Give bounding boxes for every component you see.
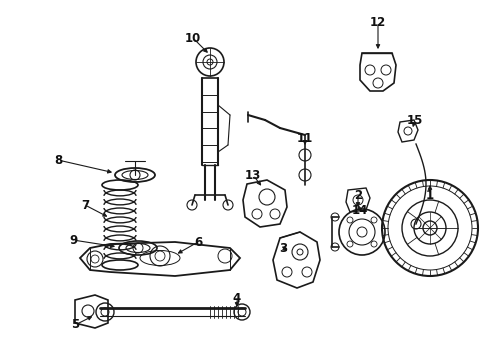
- Text: 7: 7: [81, 198, 89, 212]
- Text: 13: 13: [245, 168, 261, 181]
- Text: 14: 14: [352, 203, 368, 216]
- Text: 10: 10: [185, 32, 201, 45]
- Text: 11: 11: [297, 131, 313, 144]
- Text: 8: 8: [54, 153, 62, 166]
- Text: 9: 9: [69, 234, 77, 247]
- Text: 6: 6: [194, 235, 202, 248]
- Text: 5: 5: [71, 319, 79, 332]
- Text: 15: 15: [407, 113, 423, 126]
- Text: 4: 4: [233, 292, 241, 305]
- Text: 12: 12: [370, 15, 386, 28]
- Text: 1: 1: [426, 189, 434, 202]
- Text: 3: 3: [279, 242, 287, 255]
- Text: 2: 2: [354, 189, 362, 202]
